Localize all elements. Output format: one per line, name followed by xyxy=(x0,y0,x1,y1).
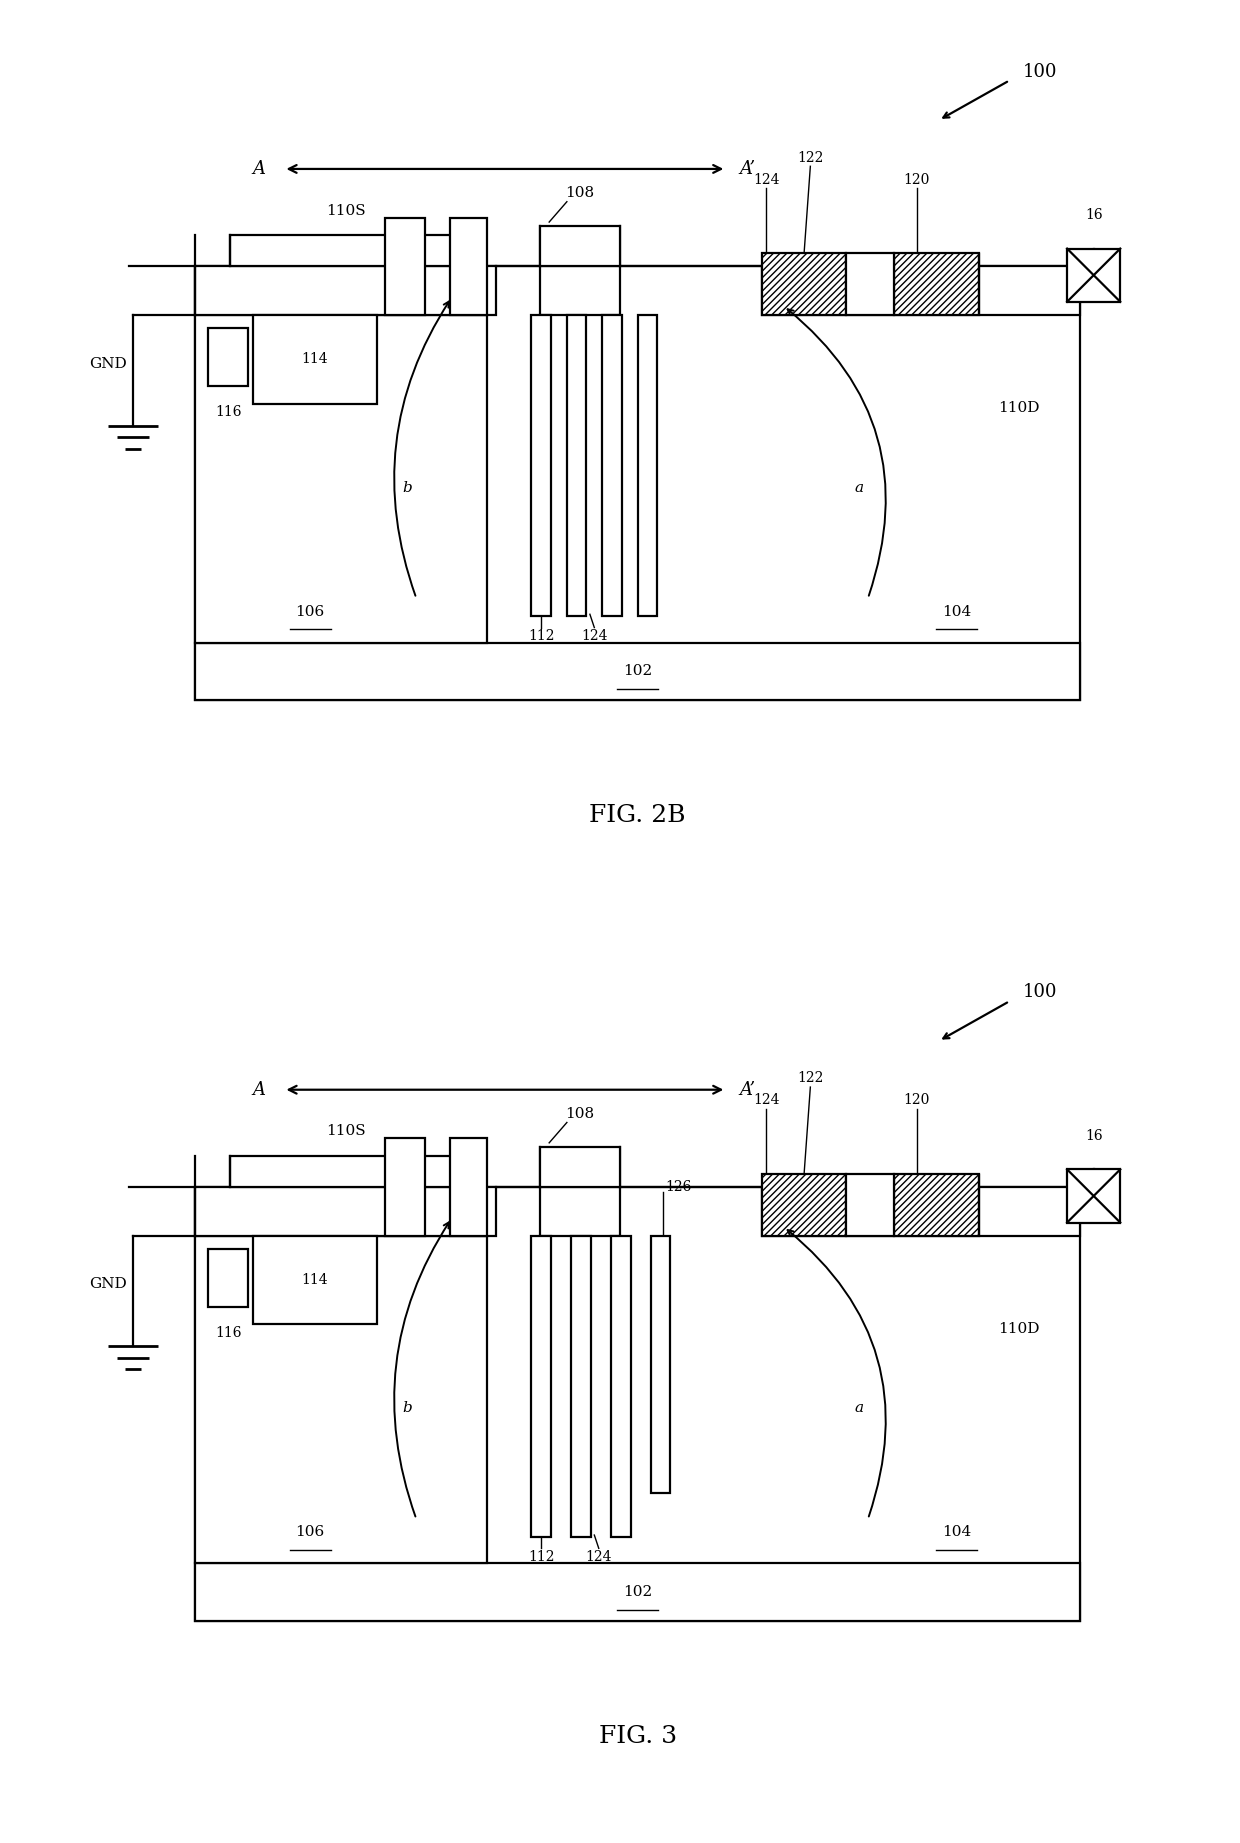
Bar xyxy=(761,252,846,315)
Bar xyxy=(894,252,978,315)
Text: 110D: 110D xyxy=(998,402,1039,415)
Bar xyxy=(195,1237,487,1563)
Bar xyxy=(386,1139,425,1237)
Text: 126: 126 xyxy=(665,1180,692,1194)
Text: 16: 16 xyxy=(1085,208,1102,221)
Bar xyxy=(761,1187,1080,1237)
Text: 16: 16 xyxy=(1085,1130,1102,1143)
Text: FIG. 3: FIG. 3 xyxy=(599,1725,677,1747)
Text: 114: 114 xyxy=(301,1274,327,1286)
Text: 100: 100 xyxy=(1023,63,1058,81)
Bar xyxy=(208,1250,248,1307)
Bar xyxy=(253,1237,377,1325)
Text: 104: 104 xyxy=(942,1526,971,1539)
Bar xyxy=(637,315,657,616)
Text: 112: 112 xyxy=(528,1550,554,1565)
Text: 112: 112 xyxy=(528,628,554,643)
Text: 108: 108 xyxy=(565,186,595,199)
Text: 122: 122 xyxy=(797,151,823,164)
Text: 120: 120 xyxy=(904,1093,930,1108)
Bar xyxy=(603,315,621,616)
Bar xyxy=(208,328,248,385)
Bar xyxy=(532,315,551,616)
Bar xyxy=(195,315,487,643)
Bar xyxy=(450,217,487,315)
Bar xyxy=(195,267,1080,700)
Bar xyxy=(1068,249,1120,302)
Bar xyxy=(1068,1170,1120,1222)
Text: 102: 102 xyxy=(622,663,652,678)
Bar xyxy=(567,315,587,616)
Bar xyxy=(761,1174,846,1237)
Text: a: a xyxy=(854,481,863,494)
Bar xyxy=(195,1563,1080,1622)
Bar xyxy=(761,267,1080,315)
Text: GND: GND xyxy=(89,1277,126,1292)
Text: 106: 106 xyxy=(295,605,325,619)
Bar xyxy=(651,1237,671,1493)
Bar xyxy=(541,1146,620,1187)
Text: 124: 124 xyxy=(753,173,779,186)
Text: 110D: 110D xyxy=(998,1321,1039,1336)
Text: 120: 120 xyxy=(904,173,930,186)
Text: A’: A’ xyxy=(739,1080,755,1098)
Bar xyxy=(541,227,620,267)
Text: 104: 104 xyxy=(942,605,971,619)
Text: 116: 116 xyxy=(215,1327,242,1340)
Text: A: A xyxy=(253,160,265,179)
Bar xyxy=(195,267,496,315)
Text: 110S: 110S xyxy=(326,203,366,217)
Bar xyxy=(253,315,377,404)
Text: 124: 124 xyxy=(753,1093,779,1108)
Text: A: A xyxy=(253,1080,265,1098)
Bar xyxy=(532,1237,551,1537)
Bar xyxy=(386,217,425,315)
Text: 110S: 110S xyxy=(326,1124,366,1139)
Bar xyxy=(894,1174,978,1237)
Text: 124: 124 xyxy=(582,628,608,643)
Text: 114: 114 xyxy=(301,352,327,367)
Text: 108: 108 xyxy=(565,1106,595,1121)
Text: 124: 124 xyxy=(585,1550,613,1565)
Bar xyxy=(846,252,894,315)
Text: b: b xyxy=(403,481,413,494)
Bar xyxy=(846,1174,894,1237)
Bar xyxy=(572,1237,590,1537)
Bar xyxy=(231,1156,460,1187)
Text: 106: 106 xyxy=(295,1526,325,1539)
Text: 122: 122 xyxy=(797,1071,823,1086)
Bar xyxy=(231,236,460,267)
Text: b: b xyxy=(403,1401,413,1415)
Text: 116: 116 xyxy=(215,405,242,420)
Text: A’: A’ xyxy=(739,160,755,179)
Bar xyxy=(611,1237,631,1537)
Bar xyxy=(195,1187,496,1237)
Text: GND: GND xyxy=(89,358,126,370)
Text: FIG. 2B: FIG. 2B xyxy=(589,804,686,828)
Bar xyxy=(195,1187,1080,1622)
Bar xyxy=(195,643,1080,700)
Text: a: a xyxy=(854,1401,863,1415)
Text: 102: 102 xyxy=(622,1585,652,1600)
Bar xyxy=(450,1139,487,1237)
Text: 100: 100 xyxy=(1023,984,1058,1001)
